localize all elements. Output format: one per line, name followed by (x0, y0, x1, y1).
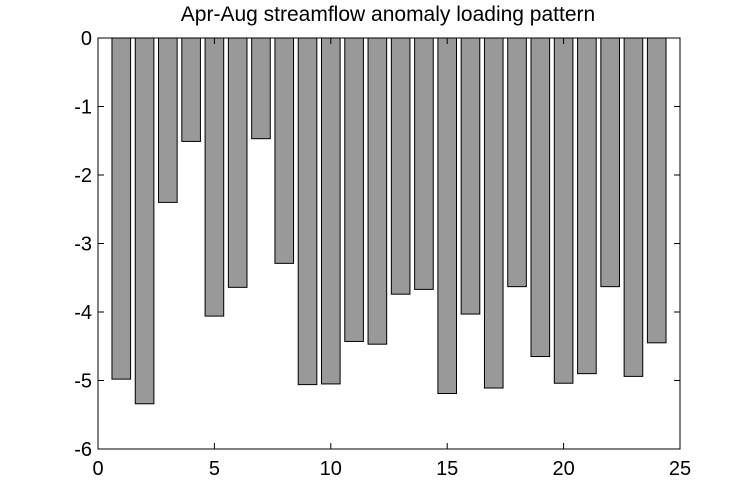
x-tick-label: 20 (552, 458, 574, 480)
x-tick-label: 10 (320, 458, 342, 480)
y-tick-label: 0 (81, 28, 92, 50)
y-tick-label: -4 (74, 302, 92, 324)
bar-22 (600, 37, 620, 288)
y-tick-label: -3 (74, 234, 92, 256)
bar-19 (530, 37, 551, 358)
y-tick-label: -5 (74, 371, 92, 393)
bar-5 (204, 37, 225, 317)
chart-title: Apr-Aug streamflow anomaly loading patte… (181, 3, 595, 26)
bar-13 (390, 37, 411, 295)
y-tick-label: -2 (74, 165, 92, 187)
bars-group (111, 37, 667, 405)
y-tick-label: -1 (74, 97, 92, 119)
bar-11 (344, 37, 364, 342)
bar-17 (483, 37, 504, 389)
bar-2 (134, 37, 155, 405)
bar-9 (297, 37, 318, 386)
bar-7 (251, 37, 271, 140)
bar-24 (646, 37, 667, 344)
bar-6 (227, 37, 248, 288)
bar-21 (577, 37, 597, 375)
bar-20 (553, 37, 574, 384)
bar-1 (111, 37, 132, 380)
bar-3 (158, 37, 178, 203)
x-tick-label: 25 (669, 458, 691, 480)
x-tick-label: 15 (436, 458, 458, 480)
bar-12 (367, 37, 388, 345)
bar-8 (274, 37, 295, 264)
bar-10 (320, 37, 341, 385)
bar-18 (507, 37, 527, 288)
bar-14 (414, 37, 434, 290)
x-tick-label: 5 (209, 458, 220, 480)
x-tick-label: 0 (92, 458, 103, 480)
bar-4 (181, 37, 201, 142)
y-tick-label: -6 (74, 439, 92, 461)
bar-16 (460, 37, 481, 315)
bar-15 (437, 37, 458, 395)
ticks-group: 0 5 10 15 20 25 0 -1 -2 -3 -4 -5 -6 (74, 28, 691, 480)
bar-23 (623, 37, 644, 377)
